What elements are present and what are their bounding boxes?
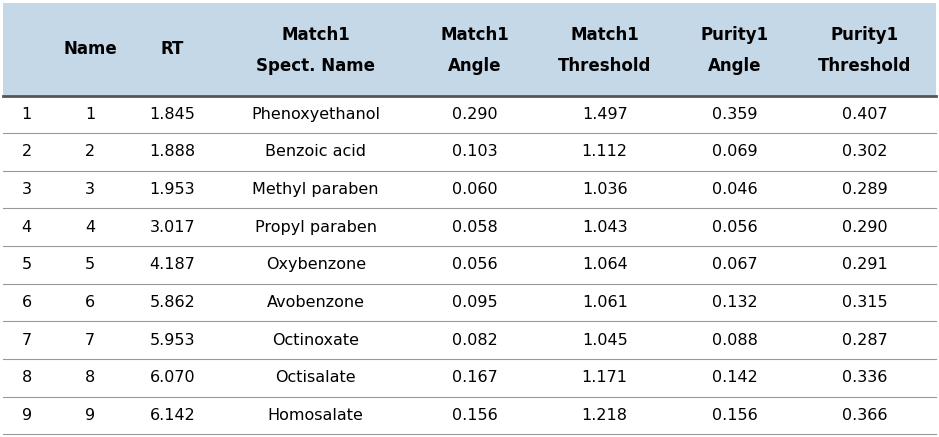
Text: 4.187: 4.187 xyxy=(149,257,195,272)
Text: 1.497: 1.497 xyxy=(582,107,627,122)
Text: Match1: Match1 xyxy=(282,26,350,44)
Text: 1.036: 1.036 xyxy=(582,182,627,197)
Text: Angle: Angle xyxy=(708,57,762,76)
Text: Benzoic acid: Benzoic acid xyxy=(265,145,366,160)
Text: 0.103: 0.103 xyxy=(452,145,498,160)
Text: 1.045: 1.045 xyxy=(582,333,627,348)
Text: 8: 8 xyxy=(85,370,96,385)
Text: 0.302: 0.302 xyxy=(842,145,887,160)
Text: Spect. Name: Spect. Name xyxy=(256,57,376,76)
Text: 1.888: 1.888 xyxy=(149,145,195,160)
Text: 6: 6 xyxy=(22,295,32,310)
Text: 5.862: 5.862 xyxy=(149,295,195,310)
Text: 0.067: 0.067 xyxy=(712,257,758,272)
Text: 0.407: 0.407 xyxy=(841,107,887,122)
Text: Purity1: Purity1 xyxy=(700,26,769,44)
Text: 1.064: 1.064 xyxy=(582,257,627,272)
Text: 0.088: 0.088 xyxy=(712,333,758,348)
Text: Octinoxate: Octinoxate xyxy=(272,333,360,348)
Text: Avobenzone: Avobenzone xyxy=(267,295,364,310)
Text: 1.061: 1.061 xyxy=(582,295,627,310)
Text: 1.171: 1.171 xyxy=(582,370,628,385)
Text: 0.315: 0.315 xyxy=(841,295,887,310)
Text: 3: 3 xyxy=(22,182,32,197)
Text: 9: 9 xyxy=(85,408,96,423)
Text: 5: 5 xyxy=(22,257,32,272)
Text: 4: 4 xyxy=(85,220,96,235)
Text: Methyl paraben: Methyl paraben xyxy=(253,182,379,197)
Text: 0.336: 0.336 xyxy=(842,370,887,385)
Text: Threshold: Threshold xyxy=(558,57,652,76)
Text: 0.291: 0.291 xyxy=(841,257,887,272)
Text: 0.046: 0.046 xyxy=(712,182,758,197)
Text: 1.845: 1.845 xyxy=(149,107,195,122)
Text: 0.366: 0.366 xyxy=(842,408,887,423)
Text: Threshold: Threshold xyxy=(818,57,912,76)
Text: 1.218: 1.218 xyxy=(582,408,628,423)
Text: 2: 2 xyxy=(22,145,32,160)
Text: 7: 7 xyxy=(85,333,96,348)
Text: 0.289: 0.289 xyxy=(841,182,887,197)
Text: 0.056: 0.056 xyxy=(712,220,758,235)
Text: 0.287: 0.287 xyxy=(841,333,887,348)
Text: 6: 6 xyxy=(85,295,96,310)
Text: 2: 2 xyxy=(85,145,96,160)
Text: 5.953: 5.953 xyxy=(149,333,195,348)
Text: 0.060: 0.060 xyxy=(452,182,498,197)
Text: 5: 5 xyxy=(85,257,96,272)
Text: 0.156: 0.156 xyxy=(712,408,758,423)
Bar xyxy=(3,3,936,96)
Text: Oxybenzone: Oxybenzone xyxy=(266,257,366,272)
Text: 8: 8 xyxy=(22,370,32,385)
Text: 7: 7 xyxy=(22,333,32,348)
Text: 1: 1 xyxy=(85,107,96,122)
Text: 9: 9 xyxy=(22,408,32,423)
Text: Angle: Angle xyxy=(448,57,501,76)
Text: 1.043: 1.043 xyxy=(582,220,627,235)
Text: Name: Name xyxy=(64,40,117,58)
Text: Octisalate: Octisalate xyxy=(275,370,356,385)
Text: 0.359: 0.359 xyxy=(712,107,758,122)
Text: 3.017: 3.017 xyxy=(149,220,195,235)
Text: 3: 3 xyxy=(85,182,95,197)
Text: 0.095: 0.095 xyxy=(452,295,498,310)
Text: 0.167: 0.167 xyxy=(452,370,498,385)
Text: 1.953: 1.953 xyxy=(149,182,195,197)
Text: 0.082: 0.082 xyxy=(452,333,498,348)
Text: RT: RT xyxy=(161,40,184,58)
Text: Phenoxyethanol: Phenoxyethanol xyxy=(252,107,380,122)
Text: 1.112: 1.112 xyxy=(582,145,628,160)
Text: Purity1: Purity1 xyxy=(831,26,899,44)
Text: 0.058: 0.058 xyxy=(452,220,498,235)
Text: 0.142: 0.142 xyxy=(712,370,758,385)
Text: 0.069: 0.069 xyxy=(712,145,758,160)
Text: 0.290: 0.290 xyxy=(452,107,498,122)
Text: 6.070: 6.070 xyxy=(149,370,195,385)
Text: 0.132: 0.132 xyxy=(712,295,758,310)
Text: 0.156: 0.156 xyxy=(452,408,498,423)
Text: Homosalate: Homosalate xyxy=(268,408,363,423)
Text: 0.290: 0.290 xyxy=(841,220,887,235)
Text: 0.056: 0.056 xyxy=(452,257,498,272)
Text: Propyl paraben: Propyl paraben xyxy=(254,220,377,235)
Text: 6.142: 6.142 xyxy=(149,408,195,423)
Text: Match1: Match1 xyxy=(440,26,509,44)
Text: 1: 1 xyxy=(22,107,32,122)
Text: Match1: Match1 xyxy=(570,26,639,44)
Text: 4: 4 xyxy=(22,220,32,235)
